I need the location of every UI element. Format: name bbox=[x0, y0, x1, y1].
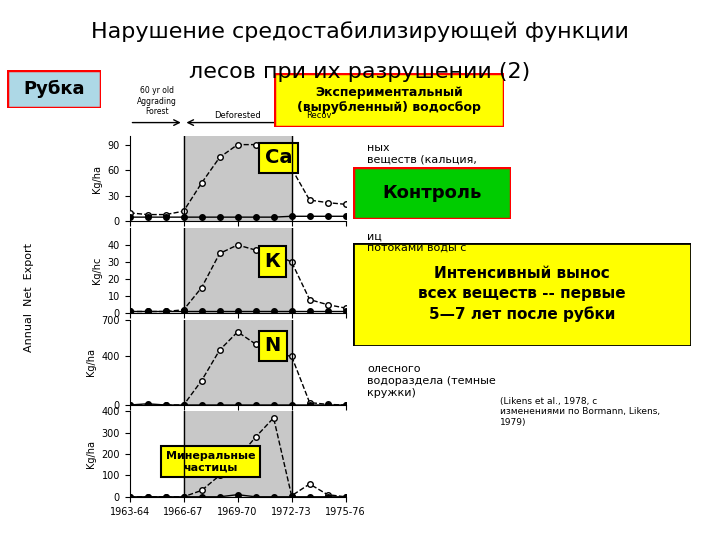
Text: олесного
водораздела (темные
кружки): олесного водораздела (темные кружки) bbox=[367, 364, 496, 397]
Text: Экспериментальный
(вырубленный) водосбор: Экспериментальный (вырубленный) водосбор bbox=[297, 86, 481, 114]
Text: Ca: Ca bbox=[265, 148, 292, 167]
Y-axis label: Kg/hc: Kg/hc bbox=[92, 257, 102, 284]
Text: Нарушение средостабилизирующей функции: Нарушение средостабилизирующей функции bbox=[91, 22, 629, 43]
Text: (Likens et al., 1978, с
изменениями по Bormann, Likens,
1979): (Likens et al., 1978, с изменениями по B… bbox=[500, 397, 660, 427]
Text: Recov: Recov bbox=[306, 111, 331, 120]
Y-axis label: Kg/ha: Kg/ha bbox=[86, 440, 96, 468]
Bar bbox=[184, 411, 292, 497]
Bar bbox=[184, 320, 292, 405]
Text: лесов при их разрушении (2): лесов при их разрушении (2) bbox=[189, 62, 531, 82]
FancyBboxPatch shape bbox=[353, 243, 691, 346]
Text: К: К bbox=[265, 252, 281, 271]
Text: Annual  Net  Export: Annual Net Export bbox=[24, 242, 34, 352]
FancyBboxPatch shape bbox=[274, 73, 504, 127]
Text: иц
потоками воды с: иц потоками воды с bbox=[367, 231, 467, 253]
Text: ных
веществ (кальция,: ных веществ (кальция, bbox=[367, 143, 477, 165]
Text: 60 yr old
Aggrading
Forest: 60 yr old Aggrading Forest bbox=[137, 86, 176, 116]
Text: N: N bbox=[265, 336, 281, 355]
Text: Рубка: Рубка bbox=[23, 80, 85, 98]
Bar bbox=[184, 228, 292, 313]
Y-axis label: Kg/ha: Kg/ha bbox=[92, 165, 102, 193]
Text: Интенсивный вынос
всех веществ -- первые
5—7 лет после рубки: Интенсивный вынос всех веществ -- первые… bbox=[418, 266, 626, 322]
Y-axis label: Kg/ha: Kg/ha bbox=[86, 348, 96, 376]
FancyBboxPatch shape bbox=[353, 167, 511, 219]
Text: Контроль: Контроль bbox=[382, 184, 482, 202]
Bar bbox=[184, 136, 292, 221]
FancyBboxPatch shape bbox=[7, 70, 101, 108]
Text: Deforested: Deforested bbox=[215, 111, 261, 120]
Text: Минеральные
частицы: Минеральные частицы bbox=[166, 451, 256, 472]
